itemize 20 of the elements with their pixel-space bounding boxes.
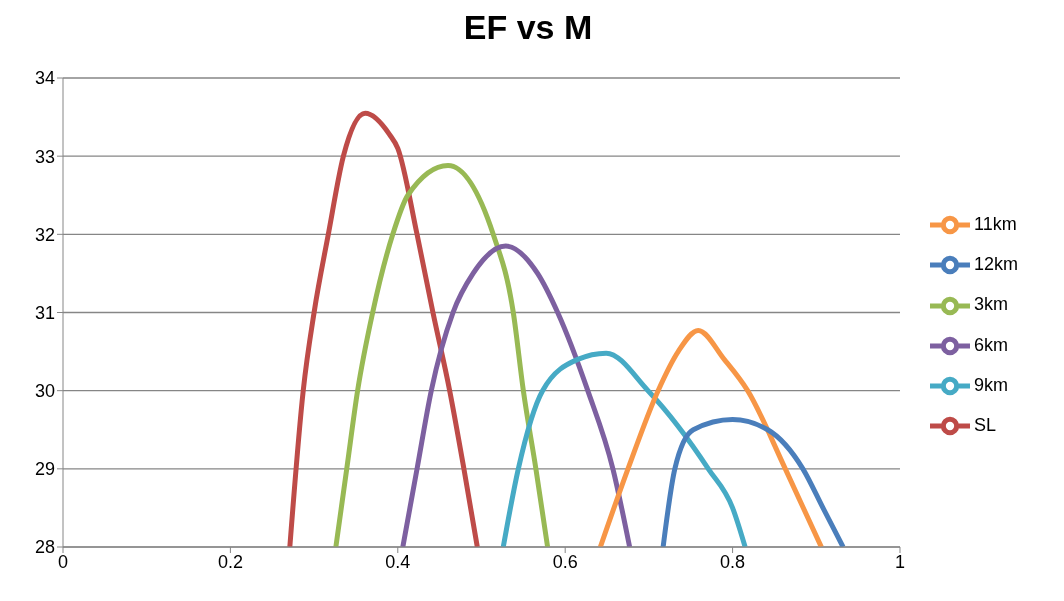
y-tick-label: 32: [34, 224, 55, 245]
y-tick-label: 31: [34, 302, 55, 323]
x-tick-label: 0.8: [720, 551, 746, 572]
y-tick-label: 28: [34, 537, 55, 558]
legend-label: 9km: [973, 374, 1008, 395]
y-tick-label: 29: [34, 459, 55, 480]
x-tick-label: 0.2: [217, 551, 243, 572]
chart-title: EF vs M: [462, 8, 594, 48]
x-tick-label: 0.4: [385, 551, 411, 572]
legend-label: 3km: [973, 294, 1008, 315]
x-tick-label: 0.6: [552, 551, 578, 572]
y-tick-label: 34: [34, 68, 55, 89]
legend-label: 11km: [973, 213, 1017, 234]
x-tick-label: 0: [57, 551, 69, 572]
y-tick-label: 30: [34, 381, 55, 402]
legend-label: 6km: [973, 334, 1008, 355]
x-tick-label: 1: [894, 551, 905, 572]
legend-label: SL: [973, 415, 997, 435]
y-tick-label: 33: [34, 146, 55, 167]
legend-label: 12km: [973, 254, 1018, 274]
